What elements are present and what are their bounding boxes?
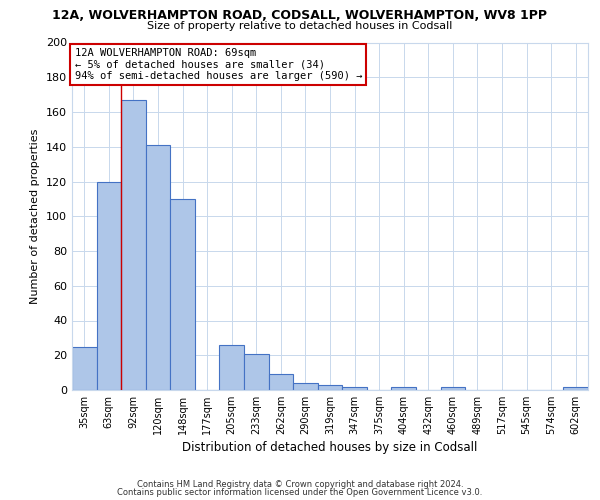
Y-axis label: Number of detached properties: Number of detached properties — [31, 128, 40, 304]
Text: 12A WOLVERHAMPTON ROAD: 69sqm
← 5% of detached houses are smaller (34)
94% of se: 12A WOLVERHAMPTON ROAD: 69sqm ← 5% of de… — [74, 48, 362, 81]
Bar — [318, 385, 342, 390]
Bar — [170, 199, 195, 390]
Bar — [121, 100, 146, 390]
Bar — [72, 346, 97, 390]
X-axis label: Distribution of detached houses by size in Codsall: Distribution of detached houses by size … — [182, 441, 478, 454]
Text: Contains HM Land Registry data © Crown copyright and database right 2024.: Contains HM Land Registry data © Crown c… — [137, 480, 463, 489]
Bar — [563, 386, 588, 390]
Bar — [342, 386, 367, 390]
Bar — [97, 182, 121, 390]
Bar — [220, 345, 244, 390]
Bar — [440, 386, 465, 390]
Bar — [391, 386, 416, 390]
Bar — [244, 354, 269, 390]
Bar — [269, 374, 293, 390]
Text: Size of property relative to detached houses in Codsall: Size of property relative to detached ho… — [148, 21, 452, 31]
Bar — [146, 145, 170, 390]
Text: 12A, WOLVERHAMPTON ROAD, CODSALL, WOLVERHAMPTON, WV8 1PP: 12A, WOLVERHAMPTON ROAD, CODSALL, WOLVER… — [53, 9, 548, 22]
Bar — [293, 383, 318, 390]
Text: Contains public sector information licensed under the Open Government Licence v3: Contains public sector information licen… — [118, 488, 482, 497]
